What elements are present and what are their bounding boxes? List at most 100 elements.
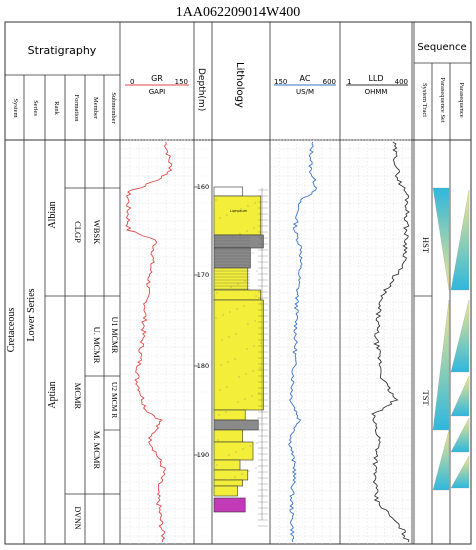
lithology-block [213, 469, 249, 481]
strat-col-formation: Formation [73, 94, 80, 122]
sand-dot [243, 305, 245, 307]
lld-log-header: 1 LLD 400 OHMM [346, 74, 408, 96]
sand-dot [229, 311, 231, 313]
system-label: Cretaceous [6, 308, 17, 353]
sand-dot [247, 205, 249, 207]
formation-dvnn: DVNN [73, 506, 82, 529]
seq-col-system-tract: System Tract [421, 83, 428, 117]
gr-unit: GAPI [149, 88, 166, 96]
sand-dot [255, 467, 257, 469]
depth-tick-label: 170 [197, 271, 209, 279]
sand-dot [255, 295, 257, 297]
sand-dot [223, 289, 225, 291]
lithology-header: Lithology [234, 62, 245, 108]
sand-dot [217, 439, 219, 441]
lld-grid [341, 139, 411, 544]
sand-dot [233, 211, 235, 213]
parasequence-set-triangle [432, 299, 450, 431]
sand-dot [254, 202, 256, 204]
lld-max: 400 [395, 78, 408, 86]
lithology-label: Lumpsum [230, 209, 248, 213]
sand-dot [236, 308, 238, 310]
strat-column-headers: System Series Rank Formation Member Submember [12, 92, 117, 124]
sand-dot [245, 373, 247, 375]
depth-tick-label: 190 [197, 451, 209, 459]
lithology-block [213, 497, 246, 513]
sand-dot [219, 217, 221, 219]
parasequence-triangle [450, 189, 470, 291]
sand-dot [226, 214, 228, 216]
gr-grid [121, 139, 193, 544]
sequence-column-headers: System Tract Parasequence Set Parasequence [421, 77, 465, 122]
sand-dot [260, 342, 262, 344]
ac-name: AC [300, 74, 311, 83]
sand-dot [245, 255, 247, 257]
sand-dot [252, 252, 254, 254]
parasequence-triangle [450, 299, 470, 373]
gr-name: GR [151, 74, 163, 83]
sand-dot [254, 320, 256, 322]
sand-dot [232, 236, 234, 238]
strat-col-series: Series [32, 100, 39, 116]
parasequence-triangle [450, 455, 470, 489]
sand-dot [242, 448, 244, 450]
lithology-block [213, 289, 262, 301]
sand-dot [218, 414, 220, 416]
sand-dot [215, 317, 217, 319]
sand-dot [222, 314, 224, 316]
parasequence-triangle [450, 417, 470, 453]
lithology-block [213, 479, 243, 487]
sand-dot [249, 445, 251, 447]
ac-max: 600 [323, 78, 336, 86]
rank-aptian: Aptian [47, 381, 58, 408]
sand-dot [250, 420, 252, 422]
member-m-mcmr: M. MCMR [92, 431, 102, 470]
sand-dot [217, 267, 219, 269]
sand-dot [246, 230, 248, 232]
sand-dot [230, 286, 232, 288]
parasequence-set-triangle [432, 429, 450, 491]
sand-dot [218, 242, 220, 244]
seq-col-parasequence-set: Parasequence Set [439, 77, 446, 122]
sand-dot [243, 423, 245, 425]
formation-mcmr: MCMR [73, 383, 83, 410]
ac-unit: US/M [296, 88, 314, 96]
strat-col-submember: Submember [110, 92, 117, 124]
lld-unit: OHMM [365, 88, 388, 96]
sand-dot [225, 239, 227, 241]
system-tract-hst: HST [421, 237, 431, 254]
sequence-body: HST TST [414, 187, 470, 491]
depth-header: Depth(m) [196, 68, 206, 111]
sand-dot [251, 395, 253, 397]
sand-dot [238, 376, 240, 378]
sand-dot [241, 473, 243, 475]
depth-grid [195, 139, 211, 537]
sand-dot [240, 208, 242, 210]
sand-dot [234, 476, 236, 478]
rank-albian: Albian [47, 201, 58, 228]
sand-dot [226, 386, 228, 388]
lithology-block [213, 195, 262, 236]
sand-dot [252, 370, 254, 372]
submember-u2-mcmr: U2 MCM R [110, 382, 119, 418]
parasequence-triangle [450, 375, 470, 417]
sand-dot [225, 411, 227, 413]
member-u-mcmr: U. MCMR [92, 327, 102, 364]
sand-dot [224, 264, 226, 266]
sand-dot [231, 261, 233, 263]
ac-log-header: 150 AC 600 US/M [274, 74, 336, 96]
lithology-block [213, 459, 241, 471]
stratigraphy-body: Cretaceous Lower Series Albian Aptian CLGP MC… [6, 187, 120, 530]
stratigraphy-header: Stratigraphy [28, 44, 97, 57]
sand-dot [228, 454, 230, 456]
sand-dot [219, 389, 221, 391]
lithology-block [213, 299, 264, 411]
system-tract-tst: TST [421, 390, 431, 406]
sand-dot [246, 348, 248, 350]
strat-col-rank: Rank [53, 101, 60, 115]
gr-log-header: 0 GR 150 GAPI [125, 74, 189, 96]
outer-frame [4, 21, 472, 545]
lld-min: 1 [347, 78, 351, 86]
column-separators [23, 22, 451, 544]
